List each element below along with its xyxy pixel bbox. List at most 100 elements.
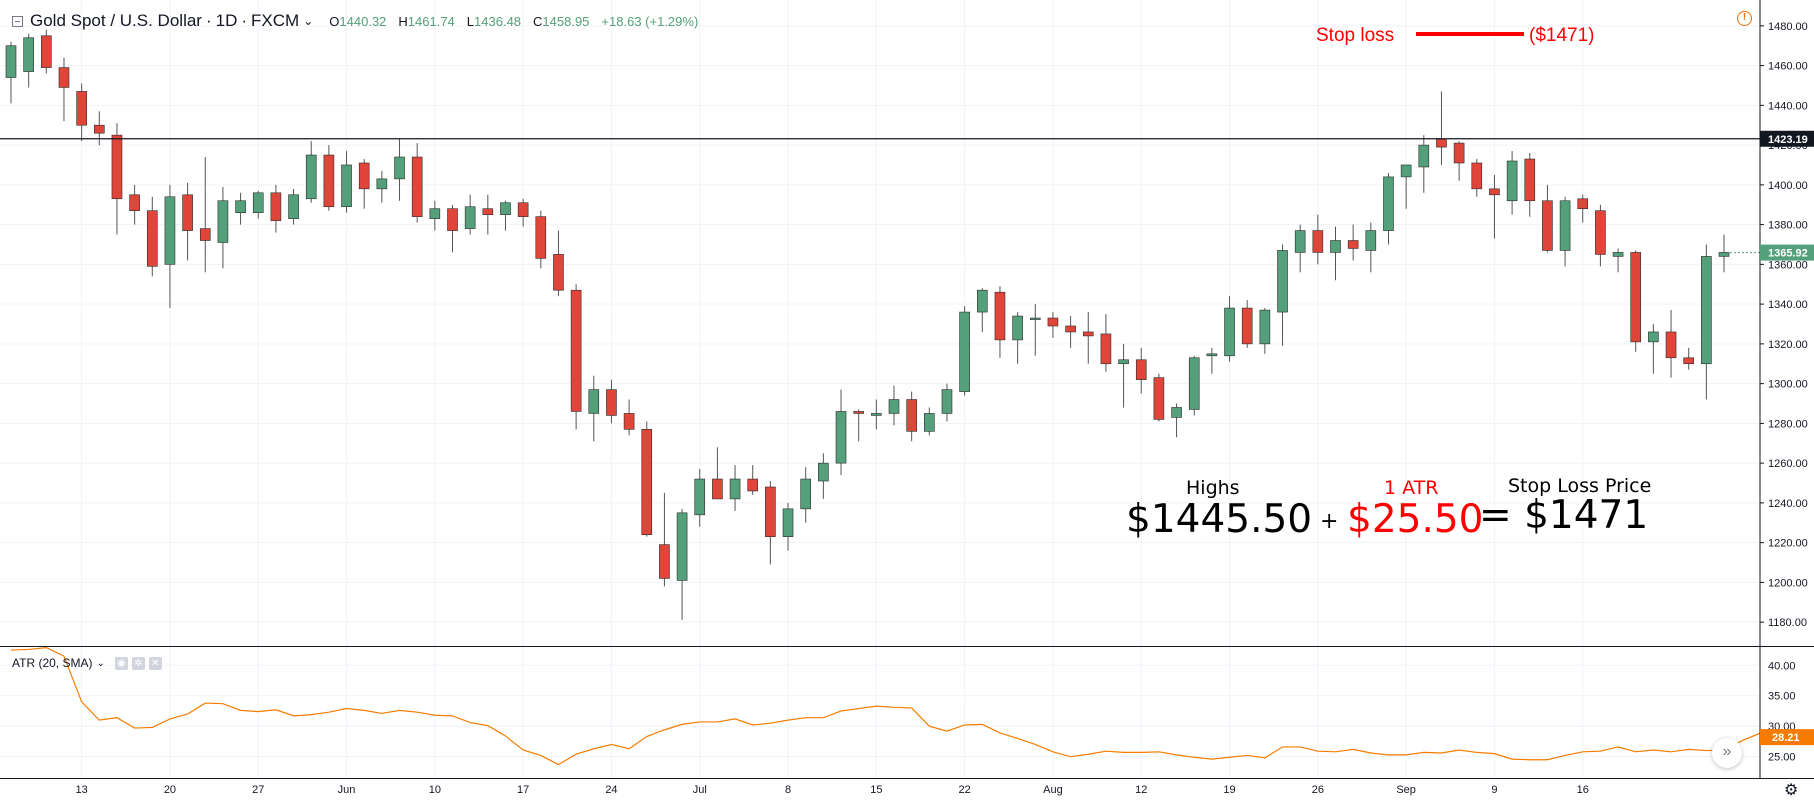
candle [1171,403,1182,438]
alert-icon[interactable]: ! [1737,11,1752,26]
candle [517,198,529,227]
candle-body [1065,325,1076,333]
candle [800,467,812,523]
chevron-down-icon[interactable]: ⌄ [96,657,105,669]
candle-body [94,124,105,134]
candle [1665,310,1677,378]
candle [1365,222,1377,273]
eye-icon[interactable]: ◉ [114,656,128,670]
candle-body [1665,331,1677,359]
candle-body [1153,377,1165,420]
price-tick-label: 1180.00 [1768,617,1807,629]
collapse-legend-icon[interactable] [12,15,23,27]
candle-body [341,164,352,208]
chevron-down-icon[interactable]: ⌄ [303,14,314,28]
candle [1436,91,1447,165]
candle-body [959,311,970,392]
candle-body [1365,230,1377,251]
candle-body [1047,317,1059,327]
candle-body [1082,331,1094,337]
candle [358,159,370,209]
price-tick-label: 1340.00 [1768,299,1808,311]
candle-body [888,399,900,414]
candle-body [199,228,211,241]
candle-body [1224,307,1235,357]
indicator-legend[interactable]: ATR (20, SMA) ⌄ ◉ ✲ ✕ [12,656,166,670]
candle-body [1436,138,1447,148]
price-tick-label: 1320.00 [1768,339,1808,351]
equals-value: = $1471 [1479,493,1648,538]
candle [41,29,52,74]
symbol-legend[interactable]: Gold Spot / U.S. Dollar · 1D · FXCM ⌄ O1… [12,10,698,32]
candle-body [1648,331,1659,343]
candle [641,421,653,537]
gear-icon[interactable]: ⚙ [1784,782,1799,799]
candle [1524,153,1536,217]
candle [146,196,158,277]
candle [1118,343,1129,408]
candle [464,194,476,235]
time-tick-label: 20 [164,784,176,796]
candle [888,385,900,426]
candle-body [906,399,917,432]
candle-body [305,154,317,200]
candle [1312,214,1324,265]
candle-body [1524,158,1536,202]
candle-body [270,192,282,221]
candle-body [1277,250,1288,313]
candle-body [606,389,617,416]
candle [994,286,1006,358]
candle [606,379,617,424]
candle-body [659,544,670,579]
candle-body [1012,315,1023,341]
candle-body [623,413,635,430]
candle-body [782,508,794,537]
candle [500,200,511,231]
candle [58,57,70,122]
time-axis[interactable]: 13 20 27 Jun 10 17 24 Jul 8 15 22 Aug 12 19 26 Sep 9 16 [76,784,1589,796]
candle [835,389,847,476]
candlestick-series [0,29,1760,621]
price-tick-label: 1400.00 [1768,180,1808,192]
candle [1418,135,1430,193]
candle-body [818,462,829,482]
candle [1471,159,1483,197]
candle [164,184,176,309]
price-axis: 1180.00 1200.00 1220.00 1240.00 1260.00 1280.… [0,0,1814,779]
level-price-tag [1760,130,1814,147]
candle [341,151,352,213]
candle-body [994,291,1006,341]
price-tick-label: 1240.00 [1768,498,1808,510]
candle [712,447,723,500]
candle [1718,234,1730,273]
highs-value: $1445.50 [1126,497,1312,542]
candle-body [553,254,564,291]
exchange-label: FXCM [251,11,300,30]
candle [553,230,564,297]
scroll-to-realtime-button[interactable]: » [1712,738,1742,768]
candle-body [394,156,405,180]
candle [482,194,494,235]
candle-body [800,478,812,510]
candle [1542,184,1553,253]
candle [1595,204,1606,267]
candle [199,157,211,273]
settings-icon[interactable]: ✲ [131,656,145,670]
candle [853,409,864,442]
candle-body [288,194,299,219]
candle-body [871,413,882,416]
candle-body [252,192,264,213]
close-icon[interactable]: ✕ [148,656,162,670]
time-tick-label: Sep [1396,784,1416,796]
candle [659,492,670,587]
candle-body [23,37,34,72]
plus-sign: + [1320,509,1338,534]
candle-body [1630,252,1642,343]
time-tick-label: 24 [605,784,617,796]
last-price-tag [1760,244,1814,261]
candle [676,508,688,621]
candle [570,284,582,430]
candle [535,210,547,269]
candle-body [694,478,706,516]
